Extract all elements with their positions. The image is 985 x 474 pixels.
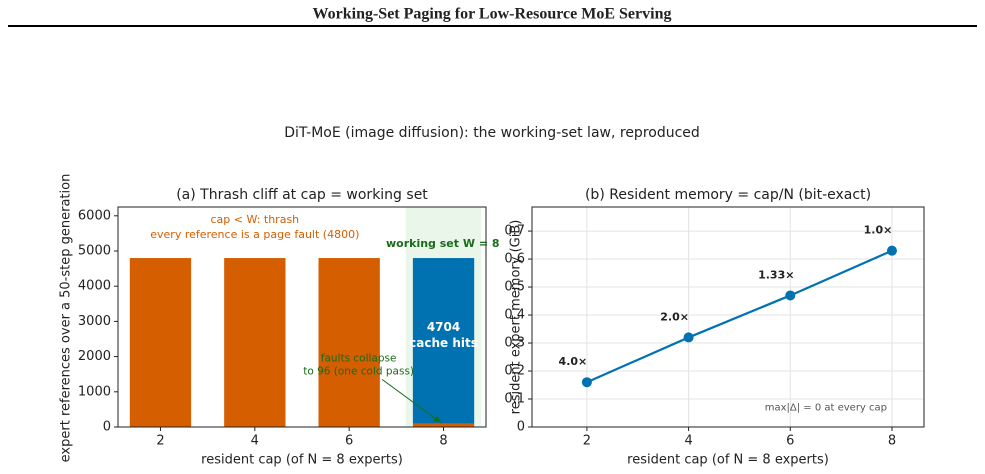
note: max|Δ| = 0 at every cap <box>765 402 887 413</box>
line <box>586 249 893 384</box>
point <box>886 245 897 256</box>
fault-arrow-head <box>433 415 442 423</box>
y-tick-label: 0.4 <box>504 308 525 323</box>
x-tick-label: 4 <box>684 434 692 449</box>
y-axis-label: resident expert memory (GiB) <box>509 220 524 415</box>
bar-segment <box>318 258 380 427</box>
ratio-label: 2.0× <box>660 310 689 323</box>
x-tick-label: 2 <box>156 434 164 449</box>
y-tick-label: 0.1 <box>504 392 525 407</box>
y-tick-label: 0 <box>103 420 111 435</box>
x-axis-label: resident cap (of N = 8 experts) <box>627 453 829 468</box>
axes-frame <box>531 206 925 428</box>
bar-segment <box>412 258 475 424</box>
chart-title: (a) Thrash cliff at cap = working set <box>176 187 428 203</box>
y-tick-label: 0.3 <box>504 336 525 351</box>
x-tick-label: 6 <box>345 434 353 449</box>
y-tick-label: 5000 <box>78 244 111 259</box>
fault-note: faults collapse <box>321 352 397 364</box>
ratio-label: 1.0× <box>864 224 893 237</box>
x-axis-label: resident cap (of N = 8 experts) <box>201 453 403 468</box>
y-tick-label: 0.7 <box>504 224 525 239</box>
y-tick-label: 6000 <box>78 208 111 223</box>
y-axis-label: expert references over a 50-step generat… <box>59 174 74 463</box>
x-tick-label: 2 <box>583 434 591 449</box>
y-tick-label: 3000 <box>78 314 111 329</box>
y-tick-label: 0.6 <box>504 252 525 267</box>
y-tick-label: 2000 <box>78 349 111 364</box>
bar-segment <box>224 258 286 427</box>
ratio-label: 4.0× <box>559 355 588 368</box>
x-tick-label: 8 <box>888 434 896 449</box>
point <box>785 290 796 301</box>
y-tick-label: 0 <box>517 420 525 435</box>
point <box>683 332 694 343</box>
y-tick-label: 0.5 <box>504 280 525 295</box>
bar-segment <box>412 423 475 427</box>
figure-title: DiT-MoE (image diffusion): the working-s… <box>284 125 700 141</box>
axes-frame <box>117 206 487 428</box>
y-tick-label: 4000 <box>78 279 111 294</box>
paper-header: Working-Set Paging for Low-Resource MoE … <box>313 6 672 23</box>
thrash-note: every reference is a page fault (4800) <box>150 228 359 241</box>
y-tick-label: 0.2 <box>504 364 525 379</box>
hits-label: cache hits <box>409 336 478 350</box>
fault-arrow <box>381 379 442 424</box>
x-tick-label: 6 <box>786 434 794 449</box>
x-tick-label: 8 <box>439 434 447 449</box>
thrash-note: cap < W: thrash <box>210 213 299 226</box>
chart-title: (b) Resident memory = cap/N (bit-exact) <box>585 187 871 203</box>
fault-note: to 96 (one cold pass) <box>303 365 414 377</box>
bar-segment <box>129 258 192 427</box>
data-label: 4704 <box>427 320 460 334</box>
x-tick-label: 4 <box>251 434 259 449</box>
y-tick-label: 1000 <box>78 384 111 399</box>
working-set-label: working set W = 8 <box>386 237 500 250</box>
ratio-label: 1.33× <box>758 268 794 281</box>
point <box>581 377 592 388</box>
